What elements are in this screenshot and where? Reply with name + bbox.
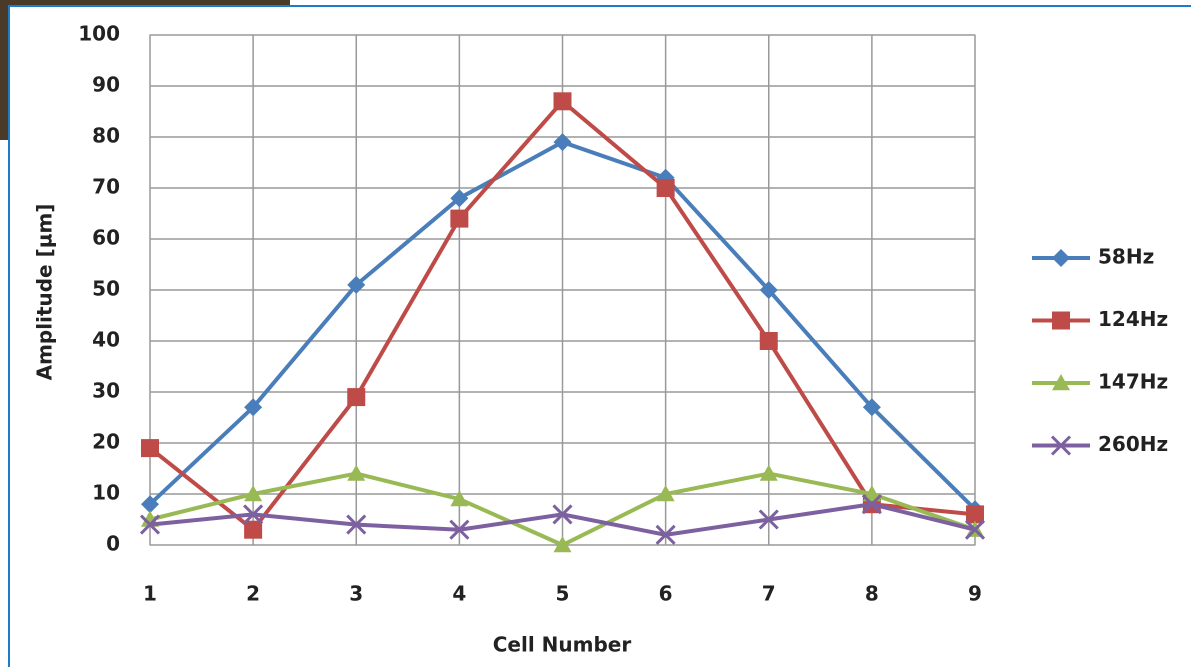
y-tick-label: 100 (78, 22, 120, 46)
marker (347, 388, 365, 406)
y-tick-label: 60 (92, 226, 120, 250)
x-tick-label: 5 (556, 582, 570, 606)
x-tick-label: 4 (452, 582, 466, 606)
y-tick-label: 20 (92, 430, 120, 454)
x-axis-label: Cell Number (493, 633, 632, 657)
y-tick-label: 90 (92, 73, 120, 97)
page: Amplitude [µm] Cell Number 0 10 20 30 40 50 60… (0, 0, 1191, 667)
x-tick-label: 2 (246, 582, 260, 606)
y-tick-label: 80 (92, 124, 120, 148)
marker (657, 179, 675, 197)
legend-marker (1052, 312, 1070, 330)
y-tick-label: 0 (106, 532, 120, 556)
marker (760, 332, 778, 350)
legend-label: 58Hz (1098, 245, 1154, 269)
legend-label: 260Hz (1098, 432, 1168, 456)
y-tick-label: 70 (92, 175, 120, 199)
y-tick-label: 30 (92, 379, 120, 403)
marker (141, 439, 159, 457)
y-axis-label: Amplitude [µm] (33, 204, 57, 381)
y-tick-label: 50 (92, 277, 120, 301)
x-tick-label: 3 (349, 582, 363, 606)
marker (554, 92, 572, 110)
y-tick-label: 10 (92, 481, 120, 505)
y-tick-label: 40 (92, 328, 120, 352)
chart: Amplitude [µm] Cell Number 0 10 20 30 40 50 60… (0, 0, 1191, 667)
marker (244, 521, 262, 539)
legend-label: 147Hz (1098, 370, 1168, 394)
x-tick-label: 7 (762, 582, 776, 606)
legend-label: 124Hz (1098, 307, 1168, 331)
x-tick-label: 8 (865, 582, 879, 606)
x-tick-label: 6 (659, 582, 673, 606)
x-tick-label: 9 (968, 582, 982, 606)
marker (450, 210, 468, 228)
x-tick-label: 1 (143, 582, 157, 606)
